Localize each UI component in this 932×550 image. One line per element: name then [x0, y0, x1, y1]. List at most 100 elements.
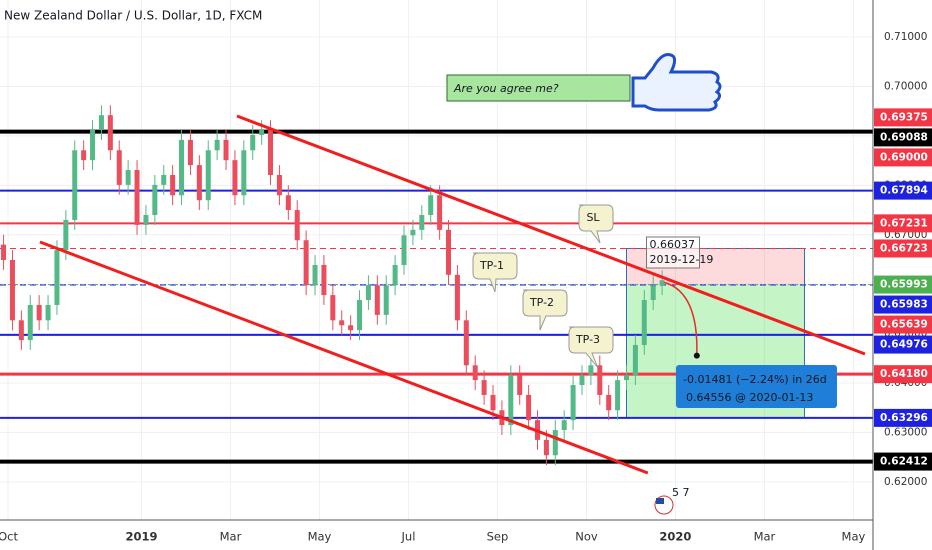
x-tick-label: Nov	[575, 530, 598, 544]
level-label: 0.62412	[880, 456, 928, 468]
axes: Oct 2019 Mar May Jul Sep Nov 2020 Mar May 0.62000 0…	[0, 31, 932, 544]
level-label: 0.65983	[880, 299, 928, 311]
candle-body	[472, 365, 478, 381]
candle-body	[650, 285, 656, 301]
projection-end	[693, 352, 700, 359]
callout-bubble	[472, 252, 518, 293]
candle-body	[446, 229, 452, 275]
note-box	[446, 74, 631, 102]
trend-line	[39, 240, 649, 475]
flag-canton	[656, 498, 664, 504]
candle-body	[285, 195, 291, 211]
candle-body	[428, 195, 434, 216]
candle-body	[321, 264, 327, 296]
candle-body	[27, 304, 33, 341]
candle-body	[330, 295, 336, 321]
level-label-box	[874, 335, 932, 354]
y-tick-label: 0.71000	[884, 31, 927, 43]
trend-line	[236, 114, 866, 356]
candle-body	[232, 160, 238, 196]
candle-body	[552, 430, 558, 456]
candle-body	[45, 304, 51, 321]
candle-body	[250, 134, 256, 151]
candle-body	[170, 174, 176, 196]
candle-body	[125, 170, 131, 185]
level-label: 0.66723	[880, 242, 928, 254]
candle-body	[561, 420, 567, 431]
candle-body	[383, 285, 389, 315]
level-label-box	[874, 239, 932, 258]
level-label-box	[874, 275, 932, 294]
change-label: -0.01481 (−2.24%) in 26d	[683, 373, 827, 386]
candle-body	[179, 139, 185, 196]
level-label: 0.63296	[880, 412, 928, 424]
candle-body	[437, 195, 443, 230]
candle-body	[365, 285, 371, 301]
candle-body	[490, 394, 496, 411]
candle-body	[294, 210, 300, 241]
level-label-box	[874, 181, 932, 200]
candle-body	[63, 219, 69, 251]
candle-body	[392, 264, 398, 286]
x-tick-label: Oct	[0, 530, 18, 544]
candle-body	[1, 244, 7, 260]
candle-body	[143, 215, 149, 225]
candle-body	[152, 184, 158, 216]
x-tick-label: May	[842, 530, 866, 544]
x-tick-label: Mar	[754, 530, 776, 544]
candle-body	[517, 375, 523, 395]
level-label-box	[874, 365, 932, 384]
callout-label: TP-1	[479, 259, 504, 272]
candle-body	[588, 365, 594, 376]
candle-body	[98, 115, 104, 130]
candle-body	[659, 280, 665, 286]
callout-bubble	[578, 204, 614, 244]
plot-area: 0.66037 2019-12-19 -0.01481 (−2.24%) in 26…	[0, 53, 873, 515]
level-label-box	[874, 128, 932, 147]
start-label-box	[645, 236, 700, 269]
x-tick-label: May	[308, 530, 332, 544]
candle-body	[570, 385, 576, 421]
candle-body	[579, 375, 585, 386]
candle-body	[81, 150, 87, 161]
callout-label: TP-2	[529, 296, 554, 309]
candle-body	[196, 165, 202, 201]
level-label: 0.69088	[880, 131, 928, 143]
candle-body	[641, 300, 647, 346]
level-label-box	[874, 452, 932, 471]
candle-body	[36, 304, 42, 321]
x-tick-label: 2020	[659, 530, 691, 544]
candle-body	[339, 320, 345, 326]
level-label-box	[874, 214, 932, 233]
candle-body	[276, 174, 282, 196]
level-label: 0.64976	[880, 339, 928, 351]
y-tick-label: 0.62000	[884, 476, 927, 488]
candle-body	[214, 139, 220, 151]
level-label: 0.67231	[880, 217, 928, 229]
candle-body	[357, 300, 363, 331]
candle-body	[543, 439, 549, 456]
candle-body	[205, 150, 211, 201]
y-tick-label: 0.63000	[884, 427, 927, 439]
level-label: 0.65993	[880, 279, 928, 291]
level-label-box	[874, 408, 932, 427]
chart-title: New Zealand Dollar / U.S. Dollar, 1D, FX…	[4, 9, 262, 23]
level-label: 0.67894	[880, 185, 928, 197]
thumbs-up-icon	[631, 53, 722, 112]
level-label: 0.69375	[880, 111, 928, 123]
candle-body	[161, 174, 167, 185]
x-tick-label: Sep	[487, 530, 509, 544]
candle-body	[623, 375, 629, 381]
candle-body	[606, 394, 612, 411]
candle-body	[223, 139, 229, 161]
start-price: 0.66037	[649, 238, 695, 251]
level-label-box	[874, 148, 932, 167]
candle-body	[303, 240, 309, 286]
callout-bubble	[568, 326, 614, 369]
note-text: Are you agree me?	[453, 82, 559, 95]
candle-body	[268, 130, 274, 175]
y-tick-label: 0.70000	[884, 81, 927, 93]
candle-body	[72, 150, 78, 220]
